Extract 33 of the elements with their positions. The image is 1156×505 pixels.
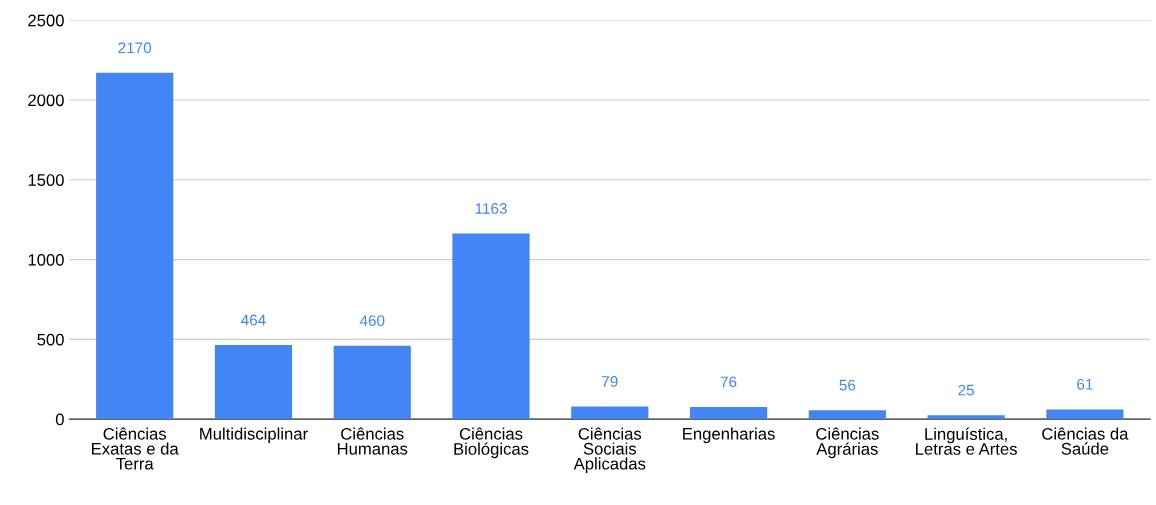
x-tick-label: Ciências Humanas [337, 427, 408, 455]
x-tick-label: Ciências Sociais Aplicadas [573, 427, 646, 473]
y-tick-label: 2000 [28, 94, 64, 107]
y-tick-label: 500 [37, 333, 64, 346]
data-label: 25 [958, 384, 974, 396]
x-tick-label: Ciências da Saúde [1042, 427, 1129, 455]
data-label: 2170 [118, 42, 152, 54]
data-label: 56 [839, 379, 856, 391]
data-label: 1163 [475, 203, 507, 214]
bar [96, 72, 174, 420]
y-tick-label: 0 [55, 413, 64, 426]
bar [1046, 409, 1124, 420]
bar [927, 415, 1005, 420]
x-tick-label: Ciências Agrárias [816, 427, 879, 459]
bar [808, 410, 886, 420]
y-tick-label: 1000 [28, 253, 64, 266]
x-tick-label: Ciências Biológicas [454, 427, 529, 459]
bar [452, 233, 530, 420]
y-tick-label: 1500 [28, 174, 64, 186]
bar [333, 345, 411, 420]
x-tick-label: Linguística, Letras e Artes [916, 427, 1017, 455]
bar [689, 407, 768, 420]
bar [571, 406, 649, 420]
data-label: 460 [359, 315, 385, 327]
data-label: 464 [241, 314, 266, 326]
y-tick-label: 2500 [28, 14, 64, 27]
x-tick-label: Multidisciplinar [200, 427, 308, 444]
x-tick-label: Engenharias [683, 427, 775, 444]
x-tick-label: Ciências Exatas e da Terra [92, 427, 179, 470]
data-label: 61 [1077, 378, 1093, 390]
bar [214, 345, 293, 420]
data-label: 79 [602, 376, 618, 387]
data-label: 76 [720, 376, 737, 388]
